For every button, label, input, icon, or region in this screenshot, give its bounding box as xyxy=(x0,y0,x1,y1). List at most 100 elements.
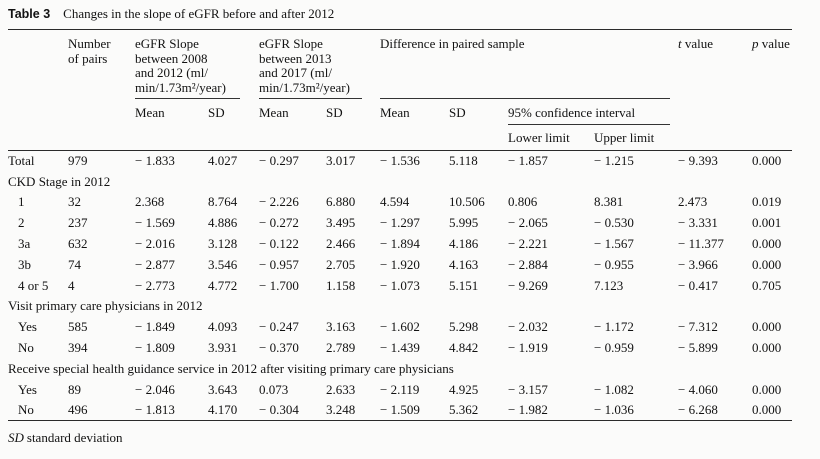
footnote-text: standard deviation xyxy=(26,430,123,446)
table-row: 3a 632 − 2.016 3.128 − 0.122 2.466 − 1.894 4.18… xyxy=(8,234,792,255)
cell-value: − 1.894 xyxy=(380,236,420,252)
cell-value: 2.633 xyxy=(326,381,356,397)
cell-value: 2.466 xyxy=(326,236,356,252)
cell-value: 4.925 xyxy=(449,381,479,397)
table-row: 3b 74 − 2.877 3.546 − 0.957 2.705 − 1.920 4.163… xyxy=(8,254,792,275)
cell-value: − 0.959 xyxy=(594,340,634,356)
cell-value: − 2.884 xyxy=(508,256,548,272)
cell-value: − 1.849 xyxy=(135,319,175,335)
cell-value: 0.806 xyxy=(508,194,538,210)
cell-value: 4.027 xyxy=(208,153,238,169)
cell-value: − 3.157 xyxy=(508,381,548,397)
egfr-slope-table: Number of pairs eGFR Slope between 2008 … xyxy=(8,29,792,422)
table-number: Table 3 xyxy=(8,7,51,21)
cell-value: − 9.269 xyxy=(508,277,548,293)
cell-value: 8.381 xyxy=(594,194,624,210)
section-label: Receive special health guidance service … xyxy=(8,360,454,376)
section-label: CKD Stage in 2012 xyxy=(8,173,111,189)
cell-value: 4.186 xyxy=(449,236,479,252)
header-slope-2008-2012: eGFR Slope between 2008 and 2012 (ml/ mi… xyxy=(135,30,259,99)
header-mean-difference: Mean xyxy=(380,104,410,120)
cell-value: − 1.036 xyxy=(594,402,634,418)
cell-value: − 0.304 xyxy=(259,402,299,418)
cell-value: − 4.060 xyxy=(678,381,718,397)
cell-value: 3.163 xyxy=(326,319,356,335)
cell-value: 0.073 xyxy=(259,381,289,397)
footnote-abbreviation: SD xyxy=(8,430,24,446)
header-sd-2008-2012: SD xyxy=(208,104,225,120)
row-label: 3a xyxy=(18,236,31,252)
header-difference-paired-sample: Difference in paired sample xyxy=(380,30,678,99)
cell-value: − 1.215 xyxy=(594,153,634,169)
cell-value: 74 xyxy=(68,256,81,272)
cell-value: − 2.221 xyxy=(508,236,548,252)
table-row: No 394 − 1.809 3.931 − 0.370 2.789 − 1.439 4.84… xyxy=(8,338,792,359)
cell-value: − 1.073 xyxy=(380,277,420,293)
cell-value: − 1.700 xyxy=(259,277,299,293)
table-row: 2 237 − 1.569 4.886 − 0.272 3.495 − 1.297 5.995… xyxy=(8,213,792,234)
cell-value: 2.789 xyxy=(326,340,356,356)
cell-value: − 0.957 xyxy=(259,256,299,272)
cell-value: 5.151 xyxy=(449,277,479,293)
cell-value: − 1.082 xyxy=(594,381,634,397)
row-label: No xyxy=(18,340,34,356)
cell-value: − 1.982 xyxy=(508,402,548,418)
cell-value: − 1.536 xyxy=(380,153,420,169)
cell-value: − 7.312 xyxy=(678,319,718,335)
cell-value: − 1.920 xyxy=(380,256,420,272)
header-row-stats: Mean SD Mean SD Mean SD 95% confidence i… xyxy=(8,99,792,125)
cell-value: − 9.393 xyxy=(678,153,718,169)
section-row: Receive special health guidance service … xyxy=(8,358,792,379)
cell-value: − 0.370 xyxy=(259,340,299,356)
cell-value: − 1.809 xyxy=(135,340,175,356)
cell-value: − 1.813 xyxy=(135,402,175,418)
cell-value: 5.995 xyxy=(449,215,479,231)
cell-value: 0.019 xyxy=(752,194,782,210)
cell-value: 4.170 xyxy=(208,402,238,418)
header-sd-2013-2017: SD xyxy=(326,104,343,120)
cell-value: − 0.247 xyxy=(259,319,299,335)
header-number-of-pairs: Number of pairs xyxy=(68,36,111,66)
row-label: No xyxy=(18,402,34,418)
cell-value: − 1.297 xyxy=(380,215,420,231)
row-label: 1 xyxy=(18,194,25,210)
cell-value: 3.248 xyxy=(326,402,356,418)
cell-value: 4.772 xyxy=(208,277,238,293)
cell-value: − 1.172 xyxy=(594,319,634,335)
table-row: Yes 89 − 2.046 3.643 0.073 2.633 − 2.119 4.925 −… xyxy=(8,379,792,400)
t-value-word: value xyxy=(684,36,714,51)
cell-value: 4.163 xyxy=(449,256,479,272)
section-label: Visit primary care physicians in 2012 xyxy=(8,298,203,314)
cell-value: 585 xyxy=(68,319,88,335)
cell-value: − 0.297 xyxy=(259,153,299,169)
table-row: No 496 − 1.813 4.170 − 0.304 3.248 − 1.509 5.36… xyxy=(8,400,792,421)
cell-value: − 0.955 xyxy=(594,256,634,272)
cell-value: 6.880 xyxy=(326,194,356,210)
cell-value: 632 xyxy=(68,236,88,252)
cell-value: − 3.331 xyxy=(678,215,718,231)
cell-value: 3.495 xyxy=(326,215,356,231)
cell-value: 2.705 xyxy=(326,256,356,272)
cell-value: 3.643 xyxy=(208,381,238,397)
cell-value: − 0.272 xyxy=(259,215,299,231)
header-row-groups: Number of pairs eGFR Slope between 2008 … xyxy=(8,30,792,99)
cell-value: − 2.877 xyxy=(135,256,175,272)
row-label: Total xyxy=(8,153,35,169)
cell-value: 4.842 xyxy=(449,340,479,356)
cell-value: − 1.602 xyxy=(380,319,420,335)
cell-value: 4.594 xyxy=(380,194,410,210)
cell-value: − 2.065 xyxy=(508,215,548,231)
header-t-value: t value xyxy=(678,30,752,151)
cell-value: 3.128 xyxy=(208,236,238,252)
cell-value: 0.000 xyxy=(752,319,782,335)
cell-value: 237 xyxy=(68,215,88,231)
table-body: Total 979 − 1.833 4.027 − 0.297 3.017 − 1.536 5… xyxy=(8,151,792,421)
header-row-limits: Lower limit Upper limit xyxy=(8,125,792,151)
cell-value: − 1.919 xyxy=(508,340,548,356)
cell-value: − 1.439 xyxy=(380,340,420,356)
cell-value: 3.546 xyxy=(208,256,238,272)
cell-value: − 2.032 xyxy=(508,319,548,335)
header-mean-2008-2012: Mean xyxy=(135,104,165,120)
cell-value: − 0.530 xyxy=(594,215,634,231)
